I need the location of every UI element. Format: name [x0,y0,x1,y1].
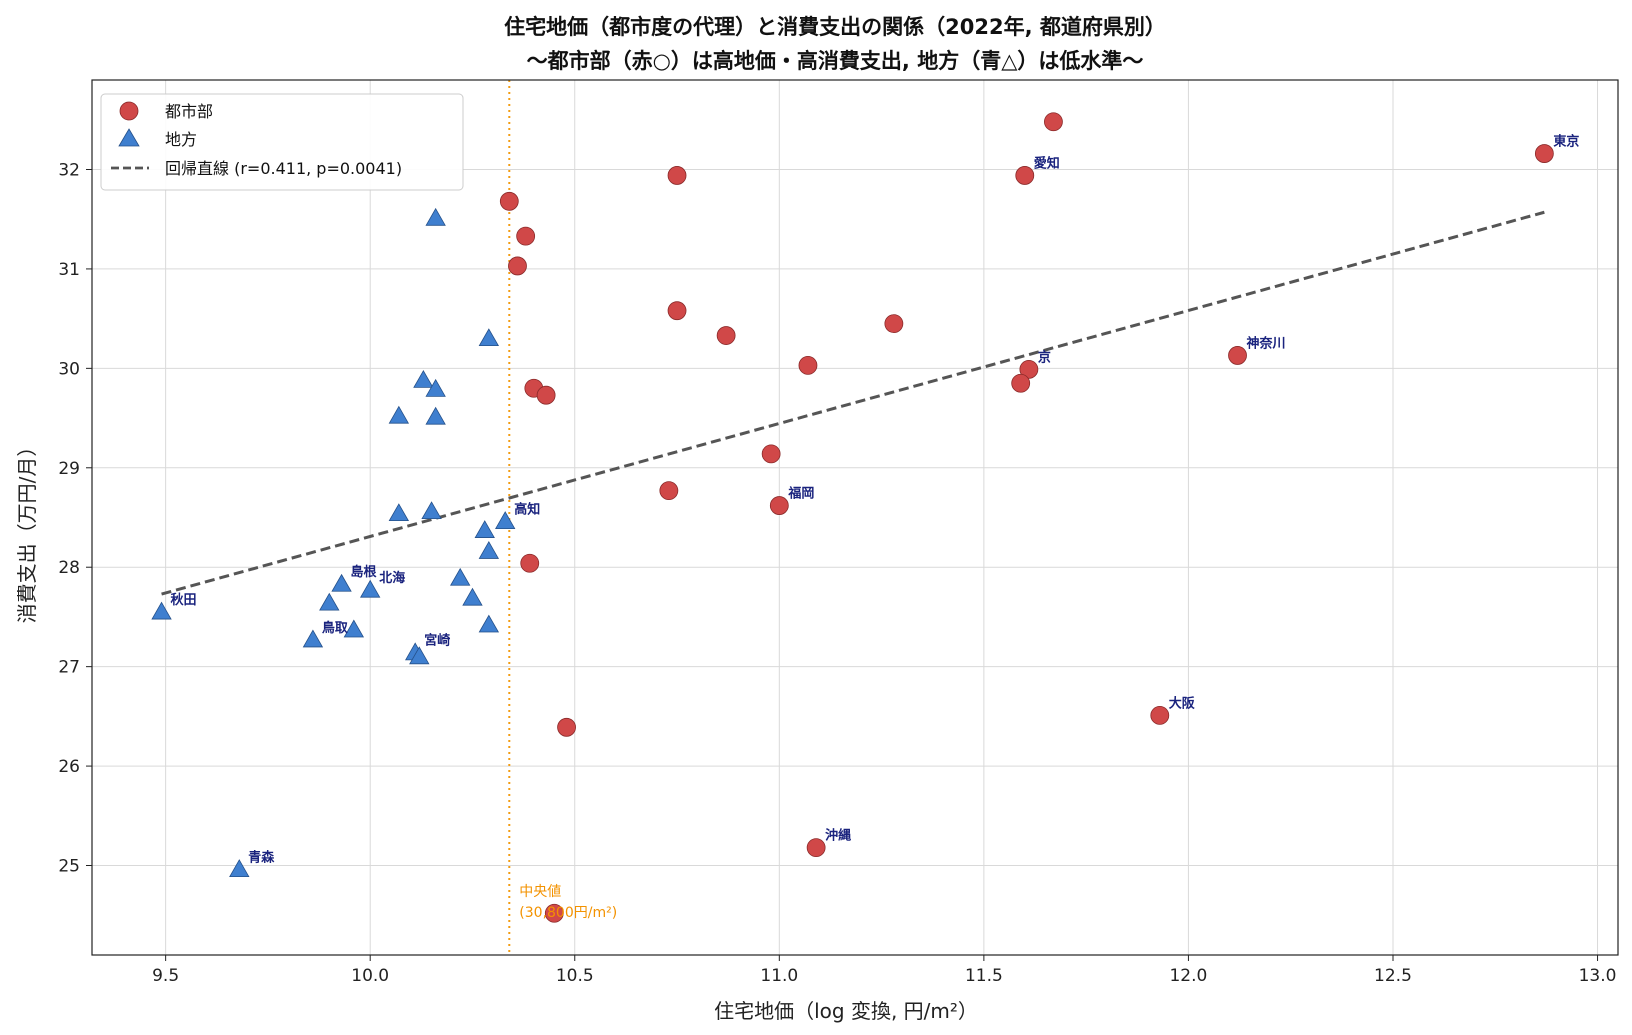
regression [161,210,1545,596]
point-label: 神奈川 [1247,335,1286,351]
rural-point [478,541,500,559]
x-tick-label: 12.5 [1374,966,1412,986]
legend-urban-label: 都市部 [165,102,213,121]
urban-point [1011,373,1031,393]
urban-point [667,166,687,185]
rural-point [302,629,324,648]
x-axis-ticks: 9.5 10.0 10.5 11.0 11.5 12.0 12.5 13.0 [152,955,1616,986]
rural-point [425,406,446,425]
regression-line [161,210,1545,596]
chart-subtitle: 〜都市部（赤○）は高地価・高消費支出, 地方（青△）は低水準〜 [527,49,1144,73]
median-label-line2: (30,800円/m²) [519,905,617,921]
urban-point [761,444,781,464]
rural-point [421,501,442,520]
rural-point [425,207,446,226]
y-tick-label: 28 [58,558,80,578]
point-label: 島根 [351,564,378,580]
x-tick-label: 12.0 [1169,966,1207,986]
urban-point [884,314,904,334]
urban-point [520,553,540,573]
x-axis-label: 住宅地価（log 変換, 円/m²） [714,999,978,1023]
rural-point [462,587,483,606]
y-tick-label: 30 [58,359,80,379]
point-label: 京 [1038,349,1051,365]
rural-point [409,646,430,665]
urban-point [1534,144,1554,163]
point-label: 沖縄 [825,828,851,844]
point-label: 鳥取 [322,620,349,636]
urban-point [667,301,687,321]
x-tick-label: 10.5 [556,966,594,986]
x-tick-label: 11.0 [760,966,798,986]
legend-regression-label: 回帰直線 (r=0.411, p=0.0041) [165,159,402,178]
x-tick-label: 13.0 [1579,966,1617,986]
legend-urban-marker [119,101,139,121]
urban-point [557,717,576,737]
point-label: 愛知 [1034,155,1060,171]
urban-point [769,496,789,515]
rural-point [331,573,352,592]
urban-point [1150,705,1170,725]
x-tick-label: 11.5 [965,966,1003,986]
urban-point [508,256,527,276]
point-label: 大阪 [1169,695,1196,711]
point-label: 秋田 [171,592,197,608]
point-label: 福岡 [787,486,814,502]
rural-point [450,567,471,586]
urban-point [1044,112,1063,132]
rural-point [478,328,500,347]
urban-point [659,481,679,501]
point-label: 東京 [1553,134,1579,150]
y-tick-label: 25 [58,857,80,877]
rural-point [474,520,495,538]
y-tick-label: 32 [58,160,80,180]
y-tick-label: 26 [58,757,80,777]
rural-point [343,619,365,638]
urban-point [716,326,736,345]
rural-point [360,579,381,598]
point-label: 宮崎 [424,633,450,649]
rural-point [495,511,516,530]
grid [92,80,1618,955]
urban-point [536,385,556,405]
median-reference: 中央値 [508,80,561,955]
point-label: 青森 [248,849,275,865]
y-axis-ticks: 25 26 27 28 29 30 31 32 [58,160,92,877]
y-tick-label: 29 [58,459,80,479]
urban-point [516,226,536,246]
urban-point [499,191,519,211]
legend-box [100,93,464,191]
rural-point [388,405,410,424]
legend: 都市部 地方 回帰直線 (r=0.411, p=0.0041) [100,93,464,191]
rural-point [413,369,434,388]
legend-rural-marker [118,128,140,147]
median-label-line1: 中央値 [519,884,561,900]
x-tick-label: 10.0 [351,966,389,986]
rural-point [388,503,410,522]
chart-title: 住宅地価（都市度の代理）と消費支出の関係（2022年, 都道府県別） [504,15,1166,39]
urban-point [798,355,818,375]
urban-point [544,903,564,923]
data-points [151,112,1554,923]
y-axis-label: 消費支出（万円/月） [15,437,39,624]
urban-point [1228,346,1247,365]
rural-point [478,614,500,633]
rural-point [229,859,250,878]
x-tick-label: 9.5 [152,966,179,986]
point-label: 北海 [379,570,405,586]
y-tick-label: 27 [58,658,80,678]
rural-point [151,601,172,620]
point-label: 高知 [514,501,540,517]
urban-point [1019,359,1039,379]
urban-point [1015,166,1035,185]
y-tick-label: 31 [58,260,80,280]
rural-point [425,378,446,397]
urban-point [806,838,826,858]
legend-rural-label: 地方 [165,130,197,149]
plot-area-frame [91,79,1619,956]
rural-point [319,592,340,611]
